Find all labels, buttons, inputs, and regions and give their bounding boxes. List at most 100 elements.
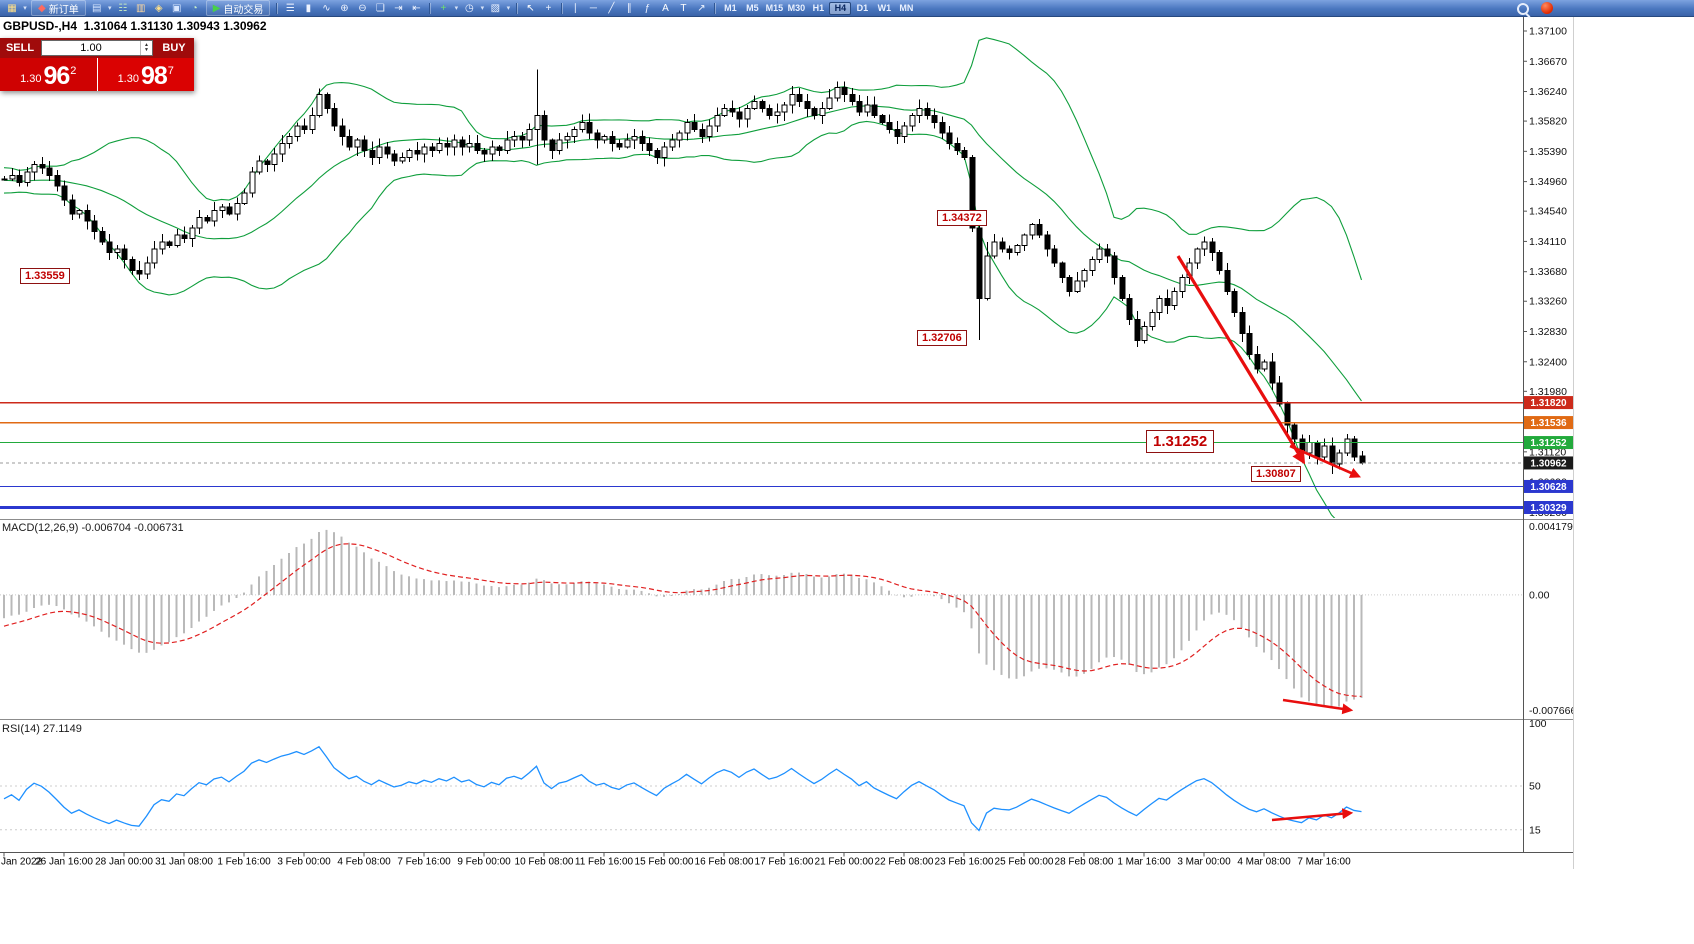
bb-middle-band [3, 105, 1362, 402]
volume-input[interactable]: 1.00 ▲ ▼ [41, 40, 153, 56]
trade-panel-prices: 1.30 96 2 1.30 98 7 [0, 58, 194, 91]
svg-text:3 Mar 00:00: 3 Mar 00:00 [1177, 857, 1231, 868]
timeframe-button-H4[interactable]: H4 [829, 1, 852, 15]
svg-text:10 Feb 08:00: 10 Feb 08:00 [515, 857, 574, 868]
svg-text:1.31980: 1.31980 [1529, 386, 1567, 398]
template-caret[interactable]: ▾ [506, 5, 511, 12]
spinner-down-icon[interactable]: ▼ [144, 47, 149, 53]
navigator-icon[interactable]: ◈ [154, 2, 163, 14]
indicators-caret[interactable]: ▾ [454, 5, 459, 12]
sell-price-pip: 2 [70, 65, 77, 77]
sell-price-prefix: 1.30 [20, 72, 42, 85]
text-icon[interactable]: A [662, 2, 669, 14]
spinner-up-icon[interactable]: ▲ [144, 41, 149, 48]
template-icon[interactable]: ▧ [490, 2, 501, 14]
text-label-icon[interactable]: T [680, 2, 687, 14]
svg-text:1.37100: 1.37100 [1529, 26, 1567, 38]
zoom-in-icon[interactable]: ⊕ [340, 2, 349, 14]
svg-text:1.33680: 1.33680 [1529, 266, 1567, 278]
price-text-label[interactable]: 1.31252 [1146, 430, 1215, 453]
toolbar-separator [276, 2, 278, 14]
new-chart-caret[interactable]: ▾ [23, 5, 27, 12]
timeframe-button-D1[interactable]: D1 [856, 3, 869, 13]
sell-button[interactable]: SELL [5, 42, 35, 54]
chart-shift-icon[interactable]: ⇤ [412, 2, 421, 14]
trendline-icon[interactable]: ╱ [608, 2, 615, 14]
svg-text:50: 50 [1529, 781, 1541, 793]
new-chart-icon[interactable]: ▦ [7, 2, 17, 14]
autotrade-button-icon: ▶ [212, 2, 221, 14]
cursor-icon[interactable]: ↖ [526, 2, 535, 14]
rsi-trend-arrow[interactable] [1271, 808, 1354, 822]
market-watch-icon[interactable]: ☷ [118, 2, 128, 14]
svg-text:9 Feb 00:00: 9 Feb 00:00 [457, 857, 511, 868]
chart-area[interactable]: 1.37100 1.36670 1.36240 1.35820 1.35390 1.349… [0, 0, 1574, 872]
terminal-icon[interactable]: ▣ [171, 2, 182, 14]
macd-trend-arrow[interactable] [1282, 698, 1354, 715]
macd-axis: 0.004179 0.00 -0.007666 [1529, 521, 1574, 717]
horizontal-price-lines[interactable] [0, 401, 1523, 509]
vertical-line-icon[interactable]: ∣ [572, 2, 578, 14]
svg-text:7 Mar 16:00: 7 Mar 16:00 [1297, 857, 1351, 868]
bb-lower-band [3, 120, 1336, 518]
timeframe-button-M5[interactable]: M5 [746, 3, 759, 13]
price-text-label[interactable]: 1.30807 [1251, 466, 1301, 482]
zoom-out-icon[interactable]: ⊖ [358, 2, 367, 14]
svg-text:1.34960: 1.34960 [1529, 176, 1567, 188]
search-icon[interactable] [1517, 3, 1529, 15]
volume-spinner[interactable]: ▲ ▼ [140, 41, 152, 55]
new-order-button-icon: ◆ [38, 2, 46, 14]
periods-caret[interactable]: ▾ [480, 5, 485, 12]
auto-scroll-icon[interactable]: ⇥ [394, 2, 403, 14]
sell-price[interactable]: 1.30 96 2 [0, 58, 97, 91]
autotrade-button[interactable]: ▶ 自动交易 [205, 0, 271, 16]
horizontal-line-icon[interactable]: ─ [589, 2, 597, 14]
notification-icon[interactable] [1541, 2, 1553, 14]
svg-text:25 Feb 00:00: 25 Feb 00:00 [995, 857, 1054, 868]
data-window-icon[interactable]: ▥ [135, 2, 146, 14]
one-click-trading-panel: SELL 1.00 ▲ ▼ BUY 1.30 96 2 1.30 98 7 [0, 38, 194, 91]
price-text-label[interactable]: 1.34372 [937, 210, 987, 226]
indicators-icon[interactable]: + [440, 2, 447, 14]
price-text-label[interactable]: 1.33559 [20, 268, 70, 284]
buy-button[interactable]: BUY [162, 42, 186, 54]
svg-text:1 Feb 16:00: 1 Feb 16:00 [217, 857, 271, 868]
buy-price[interactable]: 1.30 98 7 [97, 58, 194, 91]
timeframe-button-MN[interactable]: MN [899, 3, 914, 13]
svg-text:1.31820: 1.31820 [1530, 398, 1567, 409]
bar-chart-mode-icon[interactable]: ☰ [285, 2, 295, 14]
svg-text:1.30962: 1.30962 [1530, 458, 1567, 469]
timeframe-button-M30[interactable]: M30 [787, 3, 806, 13]
svg-text:1.36240: 1.36240 [1529, 86, 1567, 98]
trade-panel-divider [96, 58, 98, 91]
fibonacci-icon[interactable]: ƒ [644, 2, 651, 14]
line-chart-mode-icon[interactable]: ∿ [322, 2, 331, 14]
timeframe-button-W1[interactable]: W1 [877, 3, 892, 13]
timeframe-button-H1[interactable]: H1 [812, 3, 825, 13]
price-trend-arrow[interactable] [1176, 255, 1306, 465]
price-text-label[interactable]: 1.32706 [917, 330, 967, 346]
toolbar-separator [714, 2, 716, 14]
new-order-button[interactable]: ◆ 新订单 [31, 0, 86, 16]
strategy-tester-icon[interactable]: ◔ [191, 2, 198, 14]
trade-panel-header-row: SELL 1.00 ▲ ▼ BUY [0, 38, 194, 58]
price-trend-arrow-small[interactable] [1289, 444, 1361, 478]
timeframe-button-M15[interactable]: M15 [765, 3, 784, 13]
trend-arrows[interactable] [1176, 255, 1361, 822]
candle-chart-mode-icon[interactable]: ▮ [305, 2, 312, 14]
periods-icon[interactable]: ◷ [465, 2, 474, 14]
buy-price-big: 98 [140, 61, 168, 90]
volume-value: 1.00 [80, 42, 102, 54]
profiles-icon[interactable]: ▤ [91, 2, 102, 14]
svg-text:0.00: 0.00 [1529, 589, 1550, 601]
crosshair-icon[interactable]: + [545, 2, 552, 14]
profiles-caret[interactable]: ▾ [107, 5, 112, 12]
channel-icon[interactable]: ∥ [626, 2, 632, 14]
tile-windows-icon[interactable]: ❏ [375, 2, 385, 14]
svg-text:28 Feb 08:00: 28 Feb 08:00 [1055, 857, 1114, 868]
svg-text:28 Jan 00:00: 28 Jan 00:00 [95, 857, 153, 868]
arrows-tool-icon[interactable]: ↗ [697, 2, 706, 14]
timeframe-button-M1[interactable]: M1 [724, 3, 737, 13]
